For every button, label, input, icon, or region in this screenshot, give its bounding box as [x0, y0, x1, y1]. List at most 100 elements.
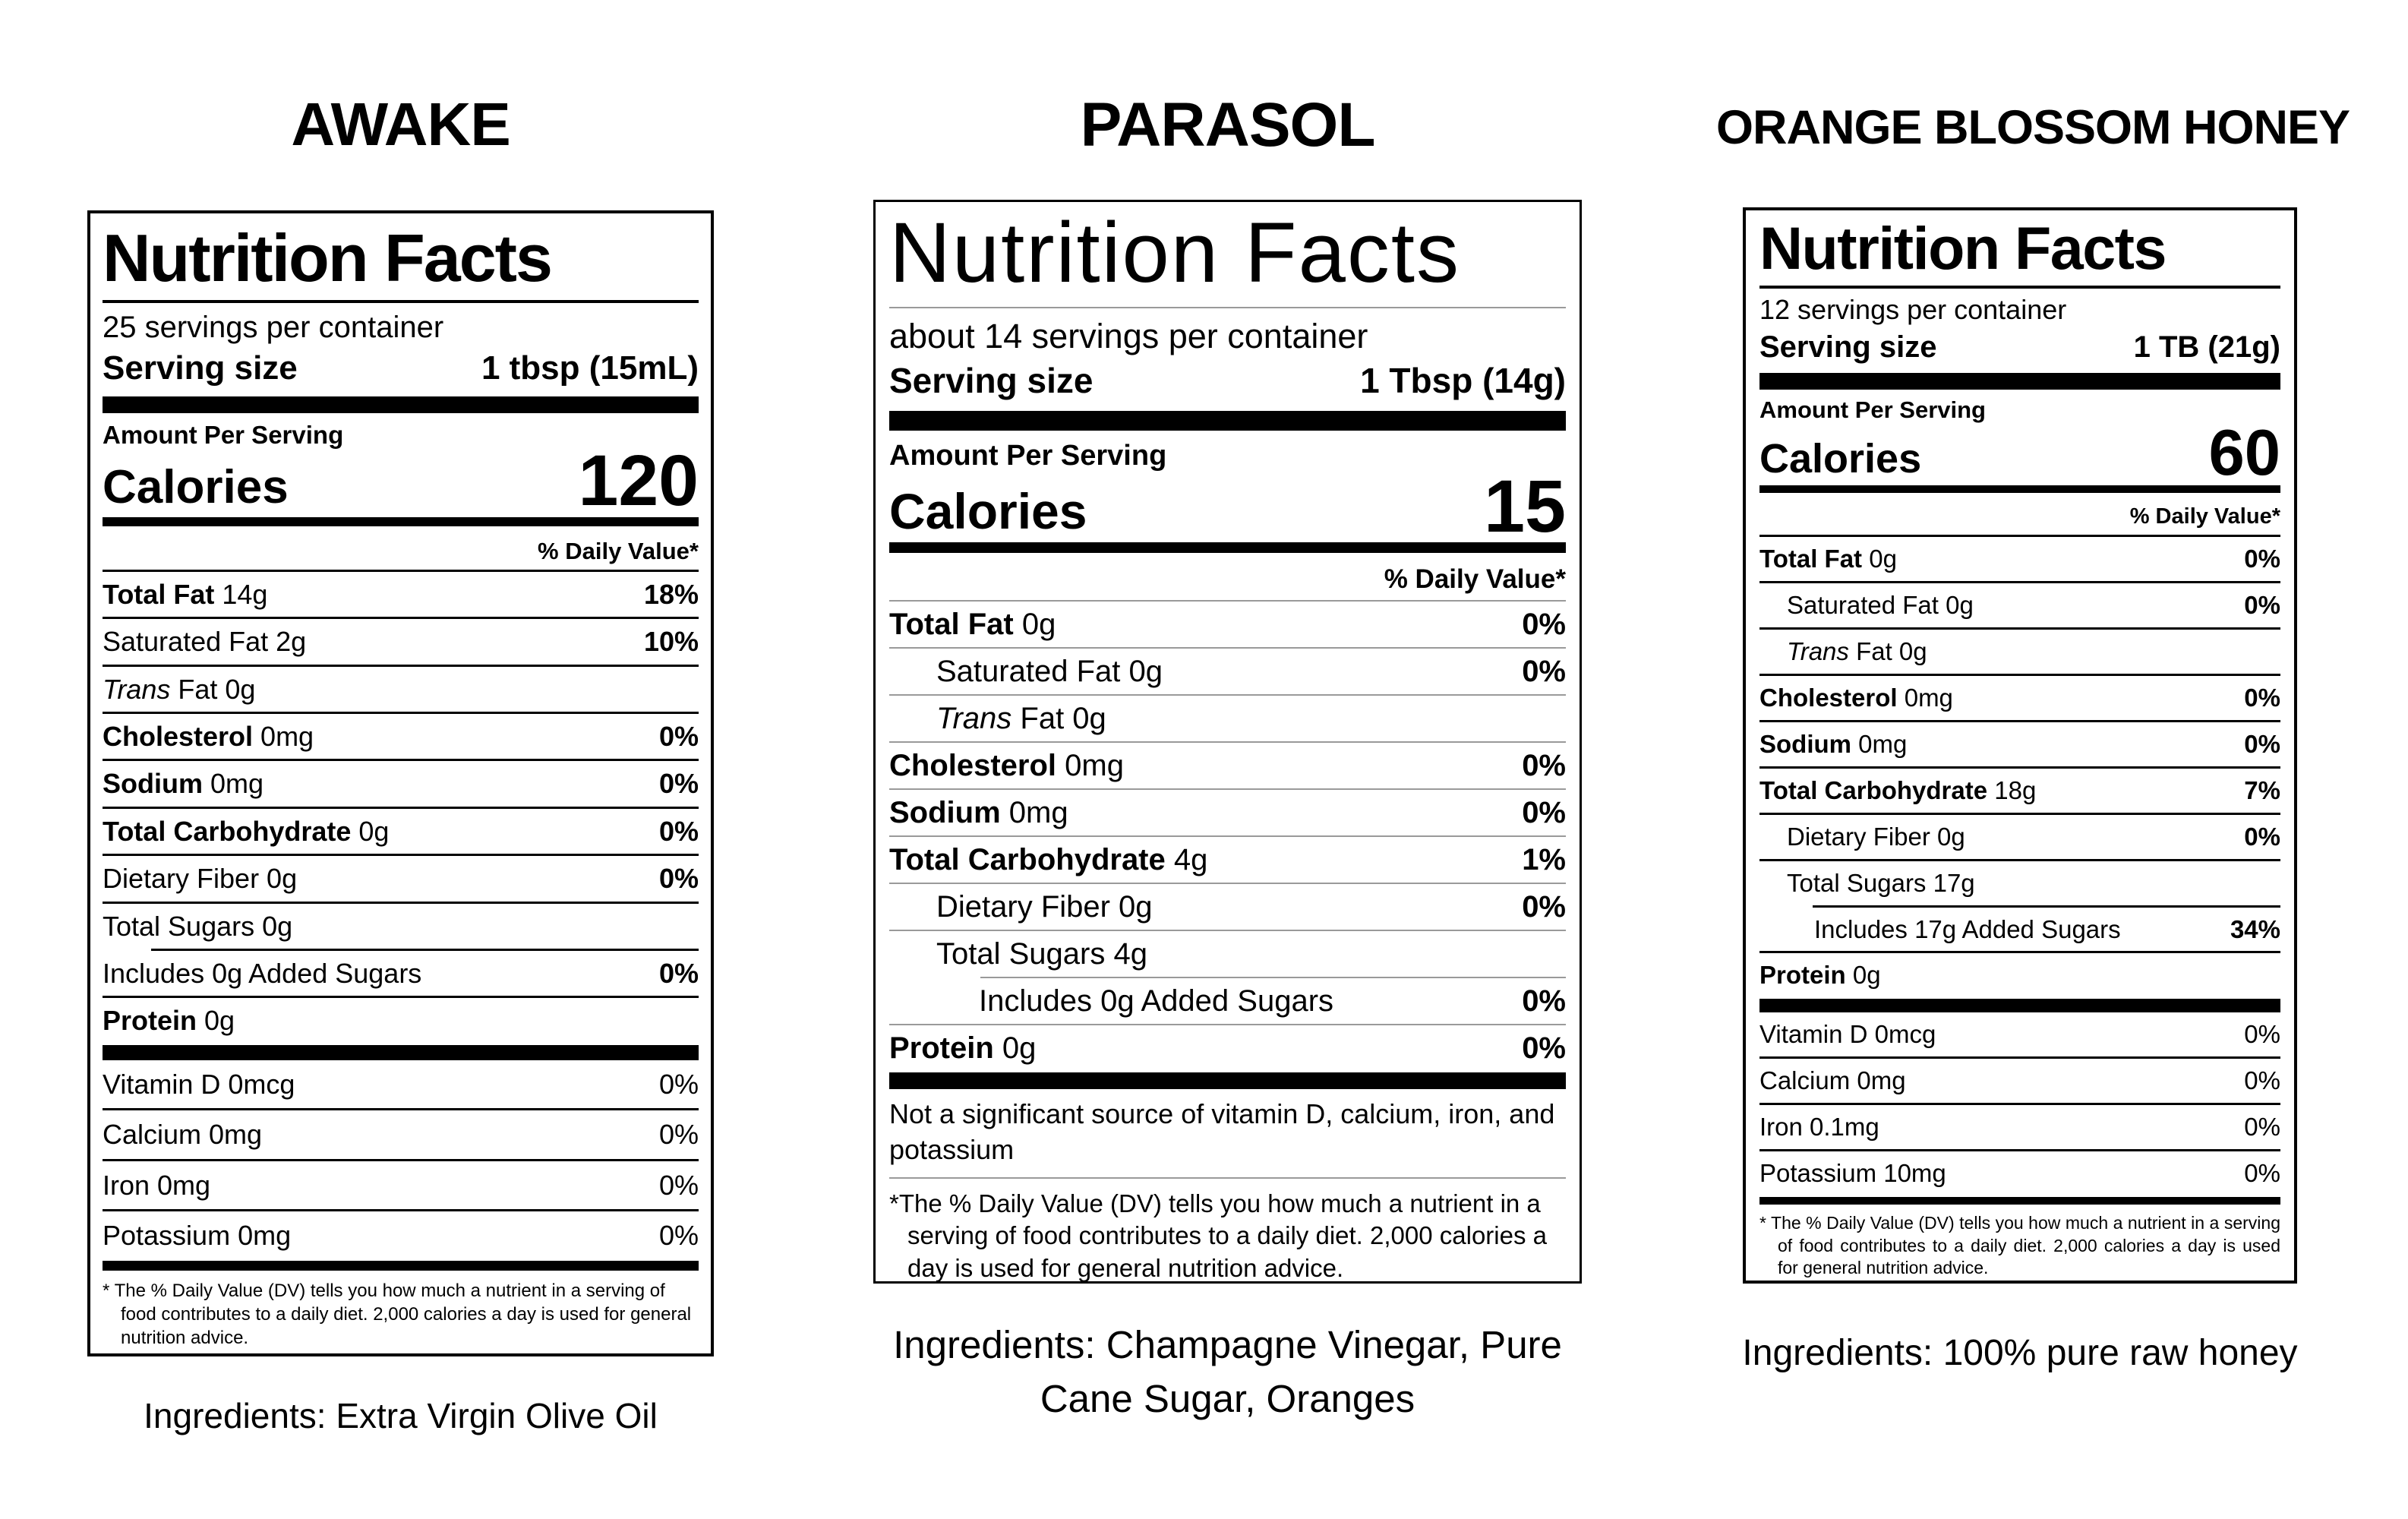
- nutrient-name: Total Sugars 4g: [936, 937, 1147, 971]
- row-divider: [889, 741, 1566, 744]
- row-divider: [889, 883, 1566, 885]
- nutrient-name: Saturated Fat 2g: [103, 626, 307, 658]
- nutrient-name-bold: Total Carbohydrate: [889, 843, 1166, 877]
- nutrition-facts-panel-awake: Nutrition Facts 25 servings per containe…: [87, 210, 714, 1356]
- row-divider: [1759, 812, 2280, 815]
- nutrient-name: Includes 17g Added Sugars: [1814, 914, 2121, 943]
- row-divider: [103, 1208, 699, 1211]
- nutrient-name-bold: Protein: [889, 1031, 994, 1066]
- daily-value: 10%: [643, 626, 699, 658]
- row-divider: [1759, 1056, 2280, 1060]
- daily-value: 0%: [1522, 890, 1566, 924]
- nutrient-amount: 0mg: [203, 768, 264, 800]
- row-divider: [1759, 627, 2280, 630]
- vitamin-row-calcium: Calcium 0mg 0%: [1759, 1059, 2280, 1103]
- vitamin-name: Calcium 0mg: [103, 1119, 263, 1151]
- ingredients-awake: Ingredients: Extra Virgin Olive Oil: [144, 1396, 658, 1435]
- row-divider: [889, 600, 1566, 602]
- serving-size-row: Serving size 1 Tbsp (14g): [889, 360, 1566, 402]
- nutrition-facts-heading: Nutrition Facts: [1759, 214, 2167, 282]
- nutrient-name-bold: Total Fat: [889, 608, 1014, 642]
- nutrient-name-bold: Sodium: [889, 796, 1001, 830]
- vitamin-row-potassium: Potassium 0mg 0%: [103, 1211, 699, 1259]
- nutrient-amount: 0mg: [253, 721, 314, 753]
- daily-value: 0%: [658, 1119, 699, 1151]
- nutrient-amount: Fat 0g: [1848, 636, 1927, 665]
- nutrient-name-italic: Trans: [936, 702, 1012, 736]
- row-divider: [103, 664, 699, 667]
- daily-value: 0%: [2244, 683, 2280, 712]
- nutrient-row-sodium: Sodium 0mg 0%: [1759, 722, 2280, 766]
- nutrient-name-bold: Sodium: [103, 768, 203, 800]
- nutrient-name: Total Carbohydrate 18g: [1759, 776, 2036, 805]
- vitamin-name: Iron 0mg: [103, 1169, 211, 1201]
- nutrient-row-saturated-fat: Saturated Fat 2g 10%: [103, 619, 699, 664]
- vitamin-row-calcium: Calcium 0mg 0%: [103, 1110, 699, 1158]
- nutrient-row-cholesterol: Cholesterol 0mg 0%: [889, 743, 1566, 788]
- daily-value-header: % Daily Value*: [538, 537, 699, 564]
- calories-value: 120: [578, 440, 699, 521]
- nutrient-row-protein: Protein 0g: [103, 998, 699, 1043]
- nutrition-facts-panel-honey: Nutrition Facts 12 servings per containe…: [1743, 207, 2297, 1284]
- nutrient-row-total-fat: Total Fat 0g 0%: [1759, 537, 2280, 581]
- nutrient-name: Sodium 0mg: [1759, 730, 1907, 759]
- nutrient-name: Total Carbohydrate 4g: [889, 842, 1207, 877]
- nutrient-name-bold: Cholesterol: [889, 749, 1057, 783]
- nutrient-row-total-carbohydrate: Total Carbohydrate 4g 1%: [889, 837, 1566, 883]
- nutrient-name-bold: Cholesterol: [103, 721, 254, 753]
- calories-label: Calories: [1759, 436, 1922, 482]
- nutrient-name-bold: Protein: [103, 1005, 197, 1037]
- nutrient-row-added-sugars: Includes 0g Added Sugars 0%: [103, 951, 699, 996]
- daily-value-header: % Daily Value*: [1384, 564, 1566, 595]
- nutrient-row-total-sugars: Total Sugars 4g: [889, 931, 1566, 977]
- amount-per-serving-label: Amount Per Serving: [889, 440, 1167, 472]
- nutrient-name: Protein 0g: [1759, 961, 1881, 990]
- amount-per-serving-label: Amount Per Serving: [103, 420, 344, 449]
- nutrient-row-sodium: Sodium 0mg 0%: [103, 761, 699, 806]
- serving-size-label: Serving size: [103, 349, 298, 387]
- daily-value: 0%: [658, 958, 699, 989]
- nutrient-amount: 0mg: [1851, 729, 1908, 758]
- daily-value: 0%: [658, 721, 699, 753]
- nutrient-row-total-sugars: Total Sugars 17g: [1759, 861, 2280, 905]
- row-divider: [889, 835, 1566, 838]
- heading-divider: [889, 307, 1566, 309]
- nutrient-name-italic: Trans: [103, 673, 171, 705]
- nutrient-amount: 14g: [214, 578, 268, 610]
- calories-value: 15: [1484, 464, 1566, 548]
- separator-bar: [889, 1072, 1566, 1090]
- vitamin-name: Vitamin D 0mcg: [1759, 1020, 1936, 1049]
- heading-divider: [103, 299, 699, 303]
- nutrient-name: Total Fat 14g: [103, 579, 267, 610]
- daily-value: 0%: [1522, 1031, 1566, 1066]
- calories-value: 60: [2208, 416, 2280, 489]
- nutrient-name: Trans Fat 0g: [1787, 637, 1927, 666]
- nutrient-name: Trans Fat 0g: [936, 701, 1106, 736]
- nutrient-amount: 0g: [993, 1031, 1037, 1066]
- product-title-parasol: PARASOL: [1080, 90, 1376, 159]
- nutrient-name: Includes 0g Added Sugars: [103, 958, 422, 989]
- vitamin-row-vitamin-d: Vitamin D 0mcg 0%: [1759, 1012, 2280, 1056]
- daily-value: 0%: [2244, 729, 2280, 758]
- nutrient-row-trans-fat: Trans Fat 0g: [103, 667, 699, 712]
- nutrient-amount: 18g: [1987, 775, 2037, 804]
- product-title-orange-blossom-honey: ORANGE BLOSSOM HONEY: [1716, 101, 2350, 154]
- row-divider: [889, 694, 1566, 696]
- row-divider: [1759, 673, 2280, 676]
- nutrient-name: Total Sugars 17g: [1787, 868, 1975, 897]
- daily-value: 18%: [643, 578, 699, 610]
- daily-value-footnote: * The % Daily Value (DV) tells you how m…: [1759, 1205, 2280, 1279]
- nutrient-row-dietary-fiber: Dietary Fiber 0g 0%: [103, 856, 699, 901]
- nutrient-amount: 0g: [197, 1005, 235, 1037]
- nutrient-row-trans-fat: Trans Fat 0g: [889, 696, 1566, 741]
- nutrient-name: Dietary Fiber 0g: [936, 890, 1153, 924]
- daily-value: 0%: [1522, 749, 1566, 783]
- nutrient-name: Total Carbohydrate 0g: [103, 816, 389, 847]
- separator-bar: [1759, 1197, 2280, 1205]
- serving-size-value: 1 tbsp (15mL): [481, 349, 699, 387]
- nutrient-name: Protein 0g: [103, 1005, 235, 1036]
- nutrient-row-total-fat: Total Fat 0g 0%: [889, 602, 1566, 647]
- row-divider: [889, 1177, 1566, 1180]
- daily-value: 0%: [2244, 1066, 2280, 1095]
- nutrient-name: Includes 0g Added Sugars: [979, 984, 1334, 1018]
